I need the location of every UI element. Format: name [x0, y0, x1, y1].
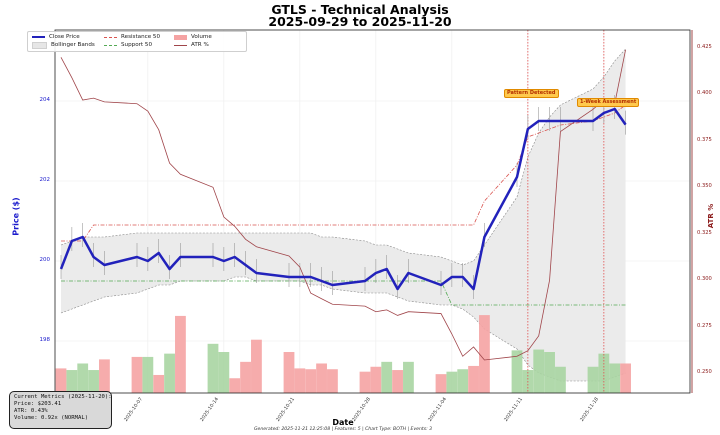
y-tick-label: 202: [39, 177, 51, 183]
dash-swatch-icon: [104, 36, 117, 38]
axes-frame: [54, 29, 693, 394]
y-tick-label-atr: 0.425: [697, 44, 712, 50]
legend-atr: ATR %: [174, 41, 209, 49]
annotation-pattern-detected: Pattern Detected: [504, 89, 559, 98]
chart-footer: Generated: 2025-11-21 12:25:08 | Feature…: [253, 427, 433, 432]
legend-bollinger: Bollinger Bands: [32, 41, 95, 49]
legend-resistance: Resistance 50: [104, 33, 160, 41]
y-tick-label-atr: 0.250: [697, 369, 712, 375]
x-axis-label: Date: [332, 418, 354, 427]
legend-support: Support 50: [104, 41, 152, 49]
y-tick-label: 198: [39, 337, 51, 343]
y-tick-label-atr: 0.275: [697, 322, 712, 329]
y-tick-label-atr: 0.400: [697, 90, 712, 97]
price-lines: [59, 30, 627, 393]
legend-close-price: Close Price: [32, 33, 80, 41]
y-tick-label-atr: 0.350: [697, 183, 712, 190]
bar-swatch-icon: [174, 34, 187, 40]
y-tick-label-atr: 0.300: [697, 276, 712, 283]
chart-legend: Close Price Bollinger Bands Resistance 5…: [27, 31, 247, 52]
y-tick-label: 204: [39, 97, 51, 103]
chart-title: GTLS - Technical Analysis: [271, 2, 449, 17]
fill-swatch-icon: [32, 41, 47, 49]
y-tick-label: 200: [39, 257, 51, 263]
line-swatch-icon: [174, 44, 187, 46]
current-metrics-box: Current Metrics (2025-11-20): Price: $203…: [9, 391, 112, 429]
dash-swatch-icon: [104, 44, 117, 46]
annotation-week-assessment: 1-Week Assessment: [577, 98, 640, 107]
y-tick-label-atr: 0.375: [697, 136, 712, 143]
y-axis-label-price: Price ($): [11, 197, 21, 236]
line-swatch-icon: [32, 35, 45, 39]
y-tick-label-atr: 0.325: [697, 229, 712, 236]
legend-volume: Volume: [174, 33, 212, 41]
bollinger-bands: [60, 48, 626, 382]
chart-subtitle: 2025-09-29 to 2025-11-20: [268, 14, 452, 29]
